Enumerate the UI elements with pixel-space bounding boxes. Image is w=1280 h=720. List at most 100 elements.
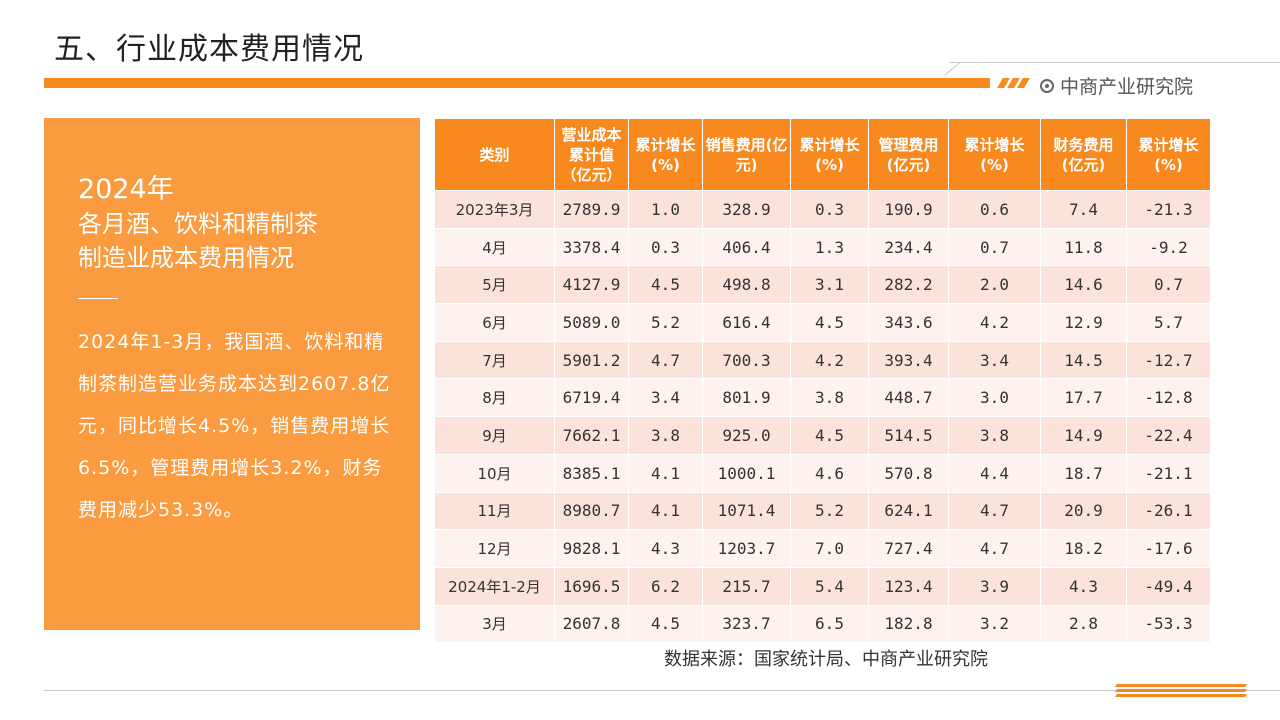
cell-admin-expense-growth: 3.4 bbox=[948, 340, 1041, 380]
brand-circle-icon bbox=[1040, 78, 1054, 93]
cell-admin-expense-growth: 3.8 bbox=[948, 416, 1041, 455]
table-row: 2023年3月 2789.9 1.0 328.9 0.3 190.9 0.6 7… bbox=[434, 190, 1211, 229]
cell-sales-expense: 700.3 bbox=[702, 340, 791, 380]
cell-admin-expense: 448.7 bbox=[868, 378, 949, 418]
cell-admin-expense-growth: 3.2 bbox=[948, 604, 1041, 644]
table-row: 10月 8385.1 4.1 1000.1 4.6 570.8 4.4 18.7… bbox=[434, 453, 1211, 493]
table-row: 5月 4127.9 4.5 498.8 3.1 282.2 2.0 14.6 0… bbox=[434, 265, 1211, 305]
cell-sales-expense: 406.4 bbox=[702, 227, 791, 267]
cell-operating-cost-growth: 3.4 bbox=[628, 378, 703, 418]
table-row: 4月 3378.4 0.3 406.4 1.3 234.4 0.7 11.8 -… bbox=[434, 227, 1211, 267]
brand-name: 中商产业研究院 bbox=[1060, 76, 1194, 98]
cell-finance-expense-growth: 0.7 bbox=[1126, 265, 1211, 305]
table-row: 8月 6719.4 3.4 801.9 3.8 448.7 3.0 17.7 -… bbox=[434, 378, 1211, 418]
cell-category: 5月 bbox=[434, 265, 555, 305]
cell-admin-expense-growth: 4.4 bbox=[948, 453, 1041, 493]
cell-operating-cost: 7662.1 bbox=[554, 416, 629, 455]
cell-operating-cost-growth: 4.3 bbox=[628, 529, 703, 568]
cell-finance-expense-growth: 5.7 bbox=[1126, 303, 1211, 342]
cell-finance-expense-growth: -22.4 bbox=[1126, 416, 1211, 455]
cell-category: 11月 bbox=[434, 491, 555, 531]
cell-admin-expense-growth: 2.0 bbox=[948, 265, 1041, 305]
cell-finance-expense-growth: -12.7 bbox=[1126, 340, 1211, 380]
cell-sales-expense: 215.7 bbox=[702, 566, 791, 606]
cell-category: 9月 bbox=[434, 416, 555, 455]
footer-divider-line bbox=[44, 690, 1280, 691]
cell-operating-cost: 6719.4 bbox=[554, 378, 629, 418]
cell-admin-expense: 514.5 bbox=[868, 416, 949, 455]
header-admin-expense-growth: 累计增长(%) bbox=[948, 118, 1041, 191]
cell-operating-cost: 2789.9 bbox=[554, 190, 629, 229]
table-row: 11月 8980.7 4.1 1071.4 5.2 624.1 4.7 20.9… bbox=[434, 491, 1211, 531]
cell-admin-expense: 343.6 bbox=[868, 303, 949, 342]
header-operating-cost-growth: 累计增长(%) bbox=[628, 118, 703, 191]
cell-category: 2023年3月 bbox=[434, 190, 555, 229]
cell-operating-cost-growth: 6.2 bbox=[628, 566, 703, 606]
summary-separator bbox=[78, 298, 118, 299]
cell-admin-expense: 624.1 bbox=[868, 491, 949, 531]
cell-sales-expense: 1000.1 bbox=[702, 453, 791, 493]
cell-operating-cost: 4127.9 bbox=[554, 265, 629, 305]
header-category: 类别 bbox=[434, 118, 555, 191]
summary-panel: 2024年 各月酒、饮料和精制茶 制造业成本费用情况 2024年1-3月，我国酒… bbox=[44, 118, 420, 630]
cell-category: 4月 bbox=[434, 227, 555, 267]
cell-admin-expense: 234.4 bbox=[868, 227, 949, 267]
cell-finance-expense: 20.9 bbox=[1040, 491, 1127, 531]
cell-operating-cost: 3378.4 bbox=[554, 227, 629, 267]
cell-sales-expense-growth: 3.1 bbox=[790, 265, 869, 305]
header-admin-expense: 管理费用(亿元) bbox=[868, 118, 949, 191]
brand-logo: 中商产业研究院 bbox=[1040, 72, 1193, 99]
header-operating-cost: 营业成本累计值（亿元） bbox=[554, 118, 629, 191]
cell-finance-expense: 2.8 bbox=[1040, 604, 1127, 644]
cell-finance-expense: 7.4 bbox=[1040, 190, 1127, 229]
cell-sales-expense-growth: 7.0 bbox=[790, 529, 869, 568]
cell-finance-expense-growth: -12.8 bbox=[1126, 378, 1211, 418]
cell-sales-expense-growth: 4.5 bbox=[790, 416, 869, 455]
cell-sales-expense: 1071.4 bbox=[702, 491, 791, 531]
cell-sales-expense: 323.7 bbox=[702, 604, 791, 644]
cell-operating-cost-growth: 0.3 bbox=[628, 227, 703, 267]
cell-category: 3月 bbox=[434, 604, 555, 644]
summary-body-text: 2024年1-3月，我国酒、饮料和精制茶制造营业务成本达到2607.8亿元，同比… bbox=[78, 331, 391, 521]
cell-admin-expense: 282.2 bbox=[868, 265, 949, 305]
cell-admin-expense-growth: 3.9 bbox=[948, 566, 1041, 606]
cell-sales-expense-growth: 1.3 bbox=[790, 227, 869, 267]
cell-admin-expense: 123.4 bbox=[868, 566, 949, 606]
cell-finance-expense: 11.8 bbox=[1040, 227, 1127, 267]
cell-sales-expense: 498.8 bbox=[702, 265, 791, 305]
cell-sales-expense-growth: 6.5 bbox=[790, 604, 869, 644]
cell-sales-expense-growth: 5.4 bbox=[790, 566, 869, 606]
cell-finance-expense: 18.2 bbox=[1040, 529, 1127, 568]
page-title: 五、行业成本费用情况 bbox=[54, 32, 364, 67]
cell-operating-cost: 1696.5 bbox=[554, 566, 629, 606]
table-row: 7月 5901.2 4.7 700.3 4.2 393.4 3.4 14.5 -… bbox=[434, 340, 1211, 380]
cell-category: 6月 bbox=[434, 303, 555, 342]
cell-finance-expense: 14.9 bbox=[1040, 416, 1127, 455]
cell-operating-cost: 2607.8 bbox=[554, 604, 629, 644]
cell-admin-expense-growth: 3.0 bbox=[948, 378, 1041, 418]
table-row: 2024年1-2月 1696.5 6.2 215.7 5.4 123.4 3.9… bbox=[434, 566, 1211, 606]
cell-sales-expense-growth: 4.5 bbox=[790, 303, 869, 342]
table-row: 12月 9828.1 4.3 1203.7 7.0 727.4 4.7 18.2… bbox=[434, 529, 1211, 568]
cell-finance-expense: 12.9 bbox=[1040, 303, 1127, 342]
cell-category: 8月 bbox=[434, 378, 555, 418]
cell-admin-expense: 182.8 bbox=[868, 604, 949, 644]
cell-finance-expense: 4.3 bbox=[1040, 566, 1127, 606]
table-row: 9月 7662.1 3.8 925.0 4.5 514.5 3.8 14.9 -… bbox=[434, 416, 1211, 455]
cell-operating-cost-growth: 4.1 bbox=[628, 453, 703, 493]
cell-admin-expense-growth: 4.7 bbox=[948, 491, 1041, 531]
cell-operating-cost: 5089.0 bbox=[554, 303, 629, 342]
title-underline-bar bbox=[44, 78, 990, 88]
cell-sales-expense-growth: 4.2 bbox=[790, 340, 869, 380]
cell-operating-cost: 9828.1 bbox=[554, 529, 629, 568]
header-finance-expense: 财务费用(亿元) bbox=[1040, 118, 1127, 191]
cell-finance-expense-growth: -9.2 bbox=[1126, 227, 1211, 267]
table-row: 6月 5089.0 5.2 616.4 4.5 343.6 4.2 12.9 5… bbox=[434, 303, 1211, 342]
cell-operating-cost: 5901.2 bbox=[554, 340, 629, 380]
header-divider-line bbox=[950, 62, 1280, 63]
cell-sales-expense: 925.0 bbox=[702, 416, 791, 455]
cell-admin-expense-growth: 0.6 bbox=[948, 190, 1041, 229]
table-header-row: 类别 营业成本累计值（亿元） 累计增长(%) 销售费用(亿元) 累计增长(%) … bbox=[434, 118, 1211, 191]
cell-operating-cost: 8980.7 bbox=[554, 491, 629, 531]
cost-data-table: 类别 营业成本累计值（亿元） 累计增长(%) 销售费用(亿元) 累计增长(%) … bbox=[434, 118, 1211, 644]
